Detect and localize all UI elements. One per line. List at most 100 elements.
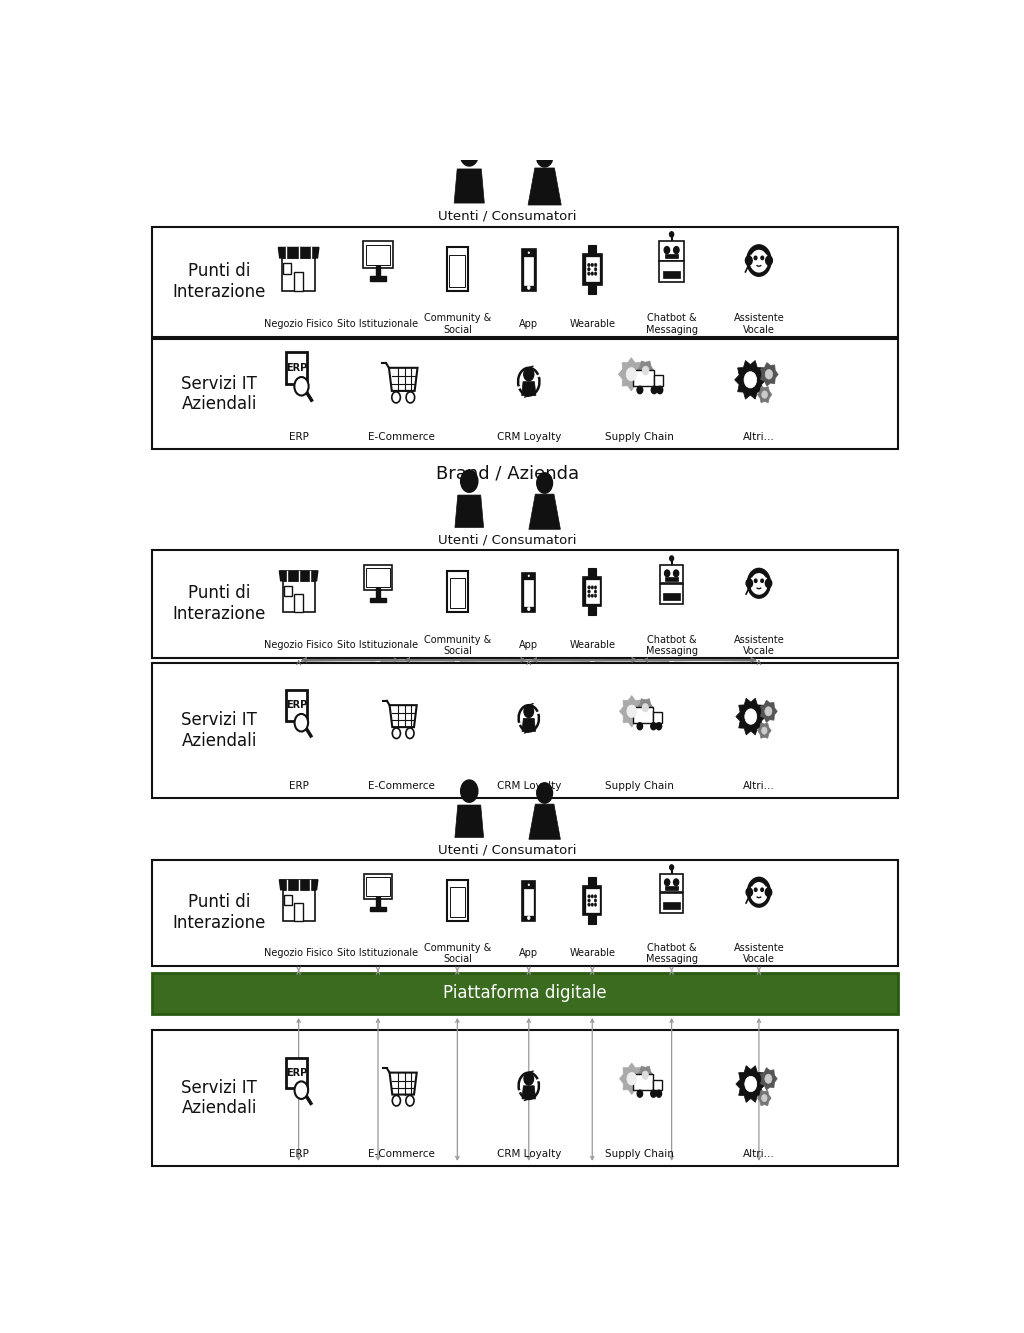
Bar: [446, 248, 468, 291]
Circle shape: [392, 1096, 400, 1106]
Text: Servizi IT
Aziendali: Servizi IT Aziendali: [181, 712, 257, 750]
Text: E-Commerce: E-Commerce: [369, 432, 435, 443]
Circle shape: [392, 392, 400, 403]
Bar: [633, 1074, 653, 1090]
Bar: [284, 894, 292, 905]
Text: ERP: ERP: [289, 781, 308, 790]
Bar: [522, 881, 536, 921]
Circle shape: [594, 595, 597, 597]
Polygon shape: [637, 1066, 653, 1084]
Bar: [283, 263, 291, 273]
Polygon shape: [389, 705, 417, 726]
Circle shape: [528, 252, 529, 253]
Circle shape: [765, 1074, 772, 1084]
Circle shape: [751, 572, 767, 595]
Circle shape: [670, 232, 674, 237]
Text: Punti di
Interazione: Punti di Interazione: [173, 893, 266, 932]
Bar: [287, 1057, 307, 1089]
Text: Punti di
Interazione: Punti di Interazione: [173, 584, 266, 624]
Polygon shape: [736, 1065, 766, 1102]
Bar: [522, 572, 536, 612]
Circle shape: [594, 585, 597, 589]
Bar: [524, 580, 534, 607]
Circle shape: [588, 272, 590, 276]
Circle shape: [588, 595, 590, 597]
Circle shape: [406, 728, 414, 738]
Bar: [583, 253, 602, 285]
Text: Chatbot &
Messaging: Chatbot & Messaging: [645, 313, 697, 335]
Circle shape: [588, 263, 590, 267]
Bar: [653, 1080, 662, 1090]
Text: ERP: ERP: [289, 432, 308, 443]
Text: Assistente
Vocale: Assistente Vocale: [733, 942, 784, 964]
Circle shape: [665, 571, 670, 577]
Text: Supply Chain: Supply Chain: [605, 1149, 675, 1158]
Bar: [450, 579, 465, 608]
Circle shape: [591, 272, 594, 276]
Polygon shape: [279, 248, 318, 257]
Circle shape: [524, 705, 534, 717]
Circle shape: [651, 387, 657, 393]
Bar: [284, 585, 292, 596]
Polygon shape: [528, 804, 560, 840]
Polygon shape: [280, 880, 317, 889]
Bar: [522, 249, 536, 291]
Circle shape: [746, 245, 771, 276]
Polygon shape: [522, 1086, 536, 1098]
Polygon shape: [758, 722, 771, 738]
Circle shape: [588, 902, 590, 906]
Circle shape: [588, 585, 590, 589]
Text: Servizi IT
Aziendali: Servizi IT Aziendali: [181, 375, 257, 413]
Circle shape: [761, 888, 764, 892]
Circle shape: [537, 782, 553, 804]
Text: Utenti / Consumatori: Utenti / Consumatori: [438, 533, 577, 547]
Polygon shape: [455, 805, 483, 837]
Bar: [524, 257, 534, 285]
Text: Supply Chain: Supply Chain: [605, 432, 675, 443]
Bar: [376, 588, 380, 600]
Circle shape: [762, 726, 767, 734]
Bar: [376, 897, 380, 909]
Polygon shape: [389, 1073, 417, 1094]
Circle shape: [627, 1073, 637, 1085]
Circle shape: [650, 1090, 656, 1097]
Circle shape: [594, 263, 597, 267]
Bar: [588, 245, 596, 253]
Bar: [633, 706, 653, 722]
Text: Servizi IT
Aziendali: Servizi IT Aziendali: [181, 1078, 257, 1117]
Bar: [450, 256, 466, 287]
Text: Sito Istituzionale: Sito Istituzionale: [338, 640, 419, 651]
Circle shape: [744, 1076, 757, 1092]
Circle shape: [755, 256, 757, 260]
Bar: [588, 285, 596, 293]
Text: Assistente
Vocale: Assistente Vocale: [733, 313, 784, 335]
Bar: [367, 568, 389, 588]
Text: Assistente
Vocale: Assistente Vocale: [733, 635, 784, 656]
Circle shape: [751, 249, 768, 272]
Text: Piattaforma digitale: Piattaforma digitale: [443, 984, 606, 1002]
Circle shape: [674, 247, 679, 253]
Bar: [282, 257, 315, 291]
Bar: [366, 245, 390, 265]
Text: Community &
Social: Community & Social: [424, 635, 490, 656]
Circle shape: [591, 894, 594, 898]
Bar: [524, 889, 534, 916]
Circle shape: [762, 1094, 767, 1101]
Circle shape: [642, 1070, 648, 1080]
Text: Wearable: Wearable: [569, 948, 615, 958]
Circle shape: [591, 263, 594, 267]
Text: Punti di
Interazione: Punti di Interazione: [173, 263, 266, 301]
Circle shape: [588, 268, 590, 271]
Circle shape: [637, 1090, 643, 1097]
Text: Utenti / Consumatori: Utenti / Consumatori: [438, 209, 577, 223]
Polygon shape: [455, 495, 483, 528]
Text: Altri...: Altri...: [743, 781, 775, 790]
Bar: [152, 227, 898, 336]
Text: ERP: ERP: [286, 1068, 307, 1077]
Circle shape: [744, 372, 757, 388]
Bar: [447, 571, 468, 612]
Polygon shape: [761, 700, 777, 722]
Circle shape: [765, 888, 772, 896]
Bar: [370, 276, 386, 281]
Bar: [660, 584, 683, 604]
